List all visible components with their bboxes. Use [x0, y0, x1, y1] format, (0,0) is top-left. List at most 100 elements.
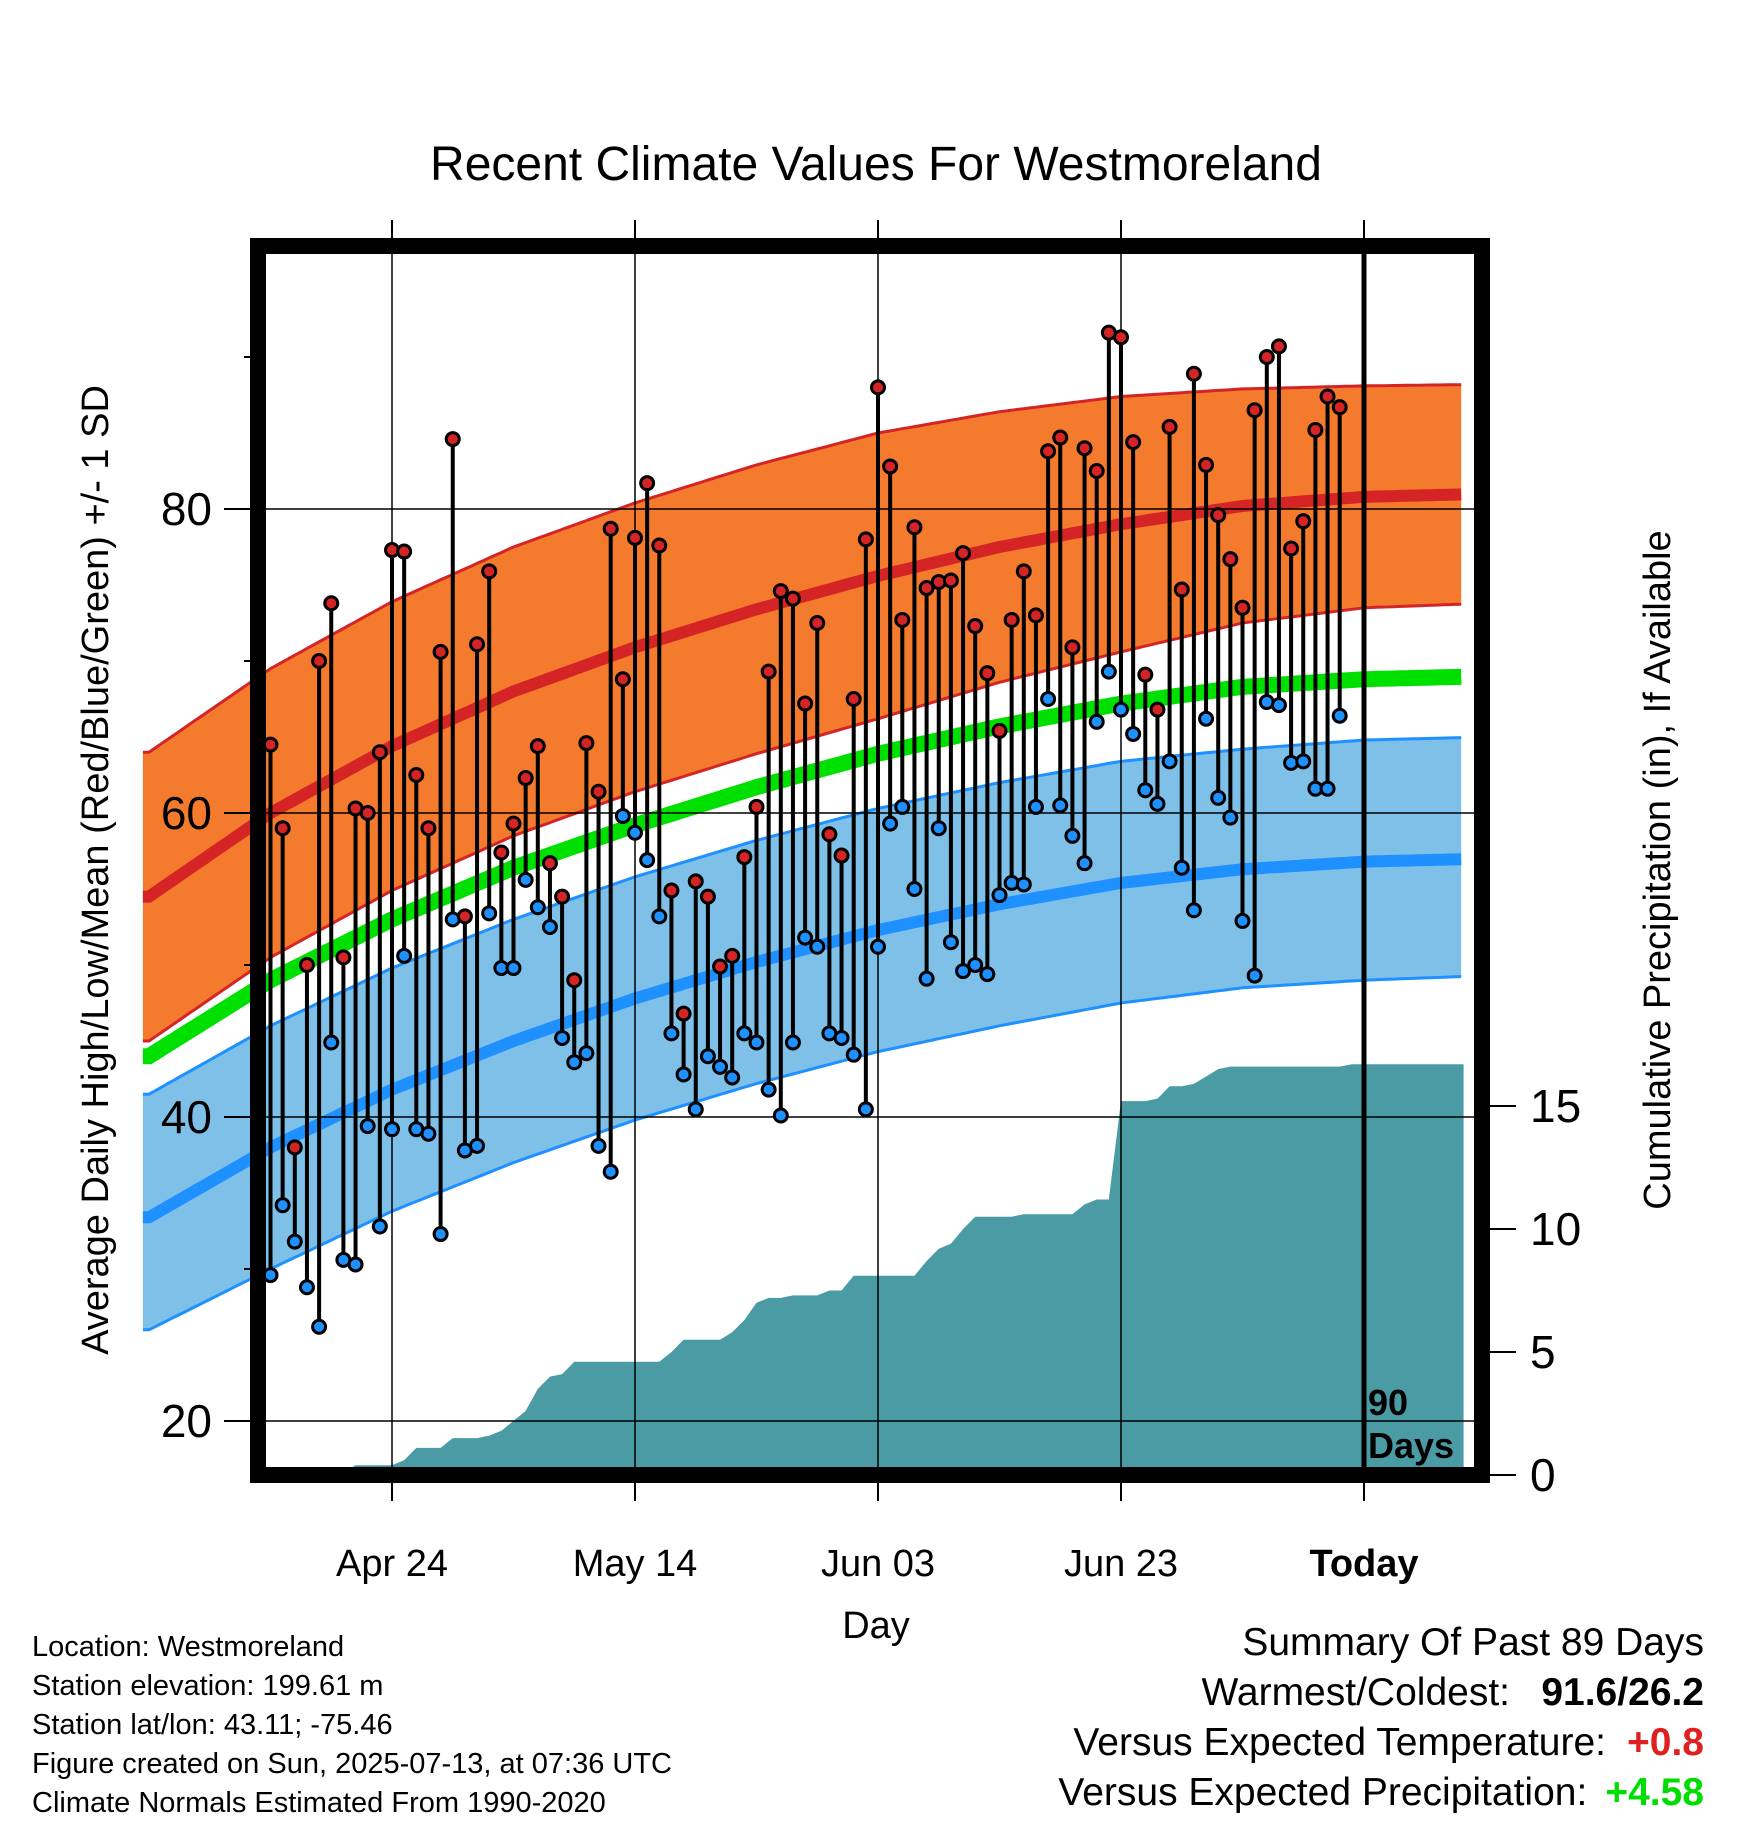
x-axis-label: Day	[842, 1605, 910, 1647]
daily-high-point	[554, 888, 571, 905]
daily-high-point	[1246, 402, 1263, 419]
daily-high-point	[991, 722, 1008, 739]
daily-high-point	[469, 636, 486, 653]
daily-low-point	[384, 1121, 400, 1138]
daily-low-point	[699, 1048, 716, 1065]
daily-high-point	[894, 611, 911, 628]
daily-high-point	[627, 529, 643, 546]
daily-high-point	[1088, 463, 1105, 479]
daily-high-point	[396, 543, 413, 560]
daily-high-point	[590, 783, 607, 800]
daily-low-point	[979, 966, 996, 983]
daily-low-point	[1319, 780, 1336, 797]
daily-low-point	[274, 1197, 291, 1214]
daily-high-point	[371, 744, 388, 761]
daily-high-point	[797, 695, 814, 712]
daily-high-point	[906, 519, 923, 536]
daily-low-point	[991, 887, 1008, 904]
daily-high-point	[772, 583, 789, 600]
x-tick-label: Jun 23	[1064, 1543, 1178, 1585]
daily-low-point	[1064, 827, 1081, 844]
daily-low-point	[1246, 967, 1263, 984]
y2-tick-label: 5	[1530, 1326, 1556, 1378]
daily-high-point	[833, 847, 850, 864]
y2-tick-label: 10	[1530, 1203, 1581, 1255]
daily-high-point	[663, 882, 680, 899]
daily-high-point	[918, 580, 935, 597]
high-sd-upper-edge	[142, 383, 1462, 754]
daily-high-point	[408, 767, 425, 783]
daily-low-point	[311, 1318, 328, 1335]
daily-low-point	[1210, 789, 1227, 806]
daily-high-point	[1064, 639, 1081, 656]
daily-high-point	[420, 820, 437, 837]
normal-high-line	[142, 488, 1462, 903]
daily-high-point	[614, 671, 631, 688]
daily-low-point	[955, 963, 972, 980]
daily-low-point	[614, 808, 631, 825]
daily-low-point	[772, 1107, 789, 1124]
daily-high-point	[1003, 611, 1020, 628]
daily-low-point	[432, 1226, 449, 1243]
daily-low-point	[663, 1025, 680, 1042]
daily-high-point	[286, 1139, 303, 1156]
y2-tick-label: 15	[1530, 1080, 1581, 1132]
daily-low-point	[1222, 809, 1239, 826]
daily-low-point	[1040, 691, 1057, 707]
y-axis-label-right: Cumulative Precipitation (in), If Availa…	[1637, 530, 1679, 1209]
daily-high-point	[1076, 440, 1093, 457]
daily-low-point	[298, 1279, 315, 1296]
daily-low-point	[748, 1034, 765, 1051]
daily-high-point	[456, 908, 473, 925]
daily-low-point	[1161, 753, 1178, 770]
daily-low-point	[602, 1163, 619, 1180]
x-tick-label: Apr 24	[336, 1543, 448, 1585]
daily-low-point	[712, 1058, 729, 1075]
station-info: Location: Westmoreland Station elevation…	[32, 1628, 672, 1823]
temp-departure-row: Versus Expected Temperature: +0.8	[1058, 1718, 1704, 1768]
daily-high-point	[784, 590, 801, 607]
daily-low-point	[906, 881, 923, 897]
extremes-row: Warmest/Coldest: 91.6/26.2	[1058, 1668, 1704, 1718]
daily-high-point	[1295, 513, 1312, 530]
daily-low-point	[1295, 753, 1312, 770]
daily-high-point	[675, 1005, 692, 1022]
daily-low-point	[566, 1054, 583, 1071]
daily-low-point	[469, 1137, 486, 1154]
daily-high-point	[760, 663, 777, 680]
precip-area	[270, 1064, 1464, 1475]
extremes-value: 91.6/26.2	[1541, 1671, 1704, 1714]
daily-low-point	[967, 957, 984, 973]
daily-low-point	[396, 947, 413, 964]
daily-high-point	[1331, 399, 1348, 416]
daily-high-point	[1149, 701, 1166, 718]
daily-high-point	[1319, 388, 1336, 405]
daily-high-point	[311, 653, 328, 669]
precip-departure-value: +4.58	[1605, 1771, 1704, 1814]
daily-high-point	[505, 815, 522, 832]
daily-low-point	[857, 1101, 874, 1118]
daily-high-point	[493, 844, 510, 861]
daily-high-point	[444, 431, 461, 448]
daily-low-point	[942, 934, 959, 951]
daily-high-point	[724, 947, 741, 964]
daily-low-point	[675, 1066, 692, 1083]
low-sd-lower-edge	[142, 975, 1462, 1332]
daily-high-point	[335, 949, 352, 966]
daily-high-point	[481, 563, 498, 580]
daily-high-point	[1210, 507, 1227, 524]
daily-low-point	[1027, 798, 1044, 815]
temp-departure-label: Versus Expected Temperature:	[1073, 1721, 1606, 1764]
precipitation-layer	[270, 1064, 1464, 1475]
daily-low-point	[833, 1029, 850, 1046]
daily-low-point	[687, 1101, 704, 1118]
daily-low-point	[1270, 697, 1287, 714]
daily-high-point	[955, 545, 972, 562]
daily-high-point	[651, 537, 668, 554]
daily-low-point	[1137, 782, 1154, 799]
daily-low-point	[359, 1118, 376, 1135]
daily-high-point	[857, 531, 874, 548]
daily-low-point	[1149, 795, 1166, 812]
daily-low-point	[627, 824, 643, 841]
